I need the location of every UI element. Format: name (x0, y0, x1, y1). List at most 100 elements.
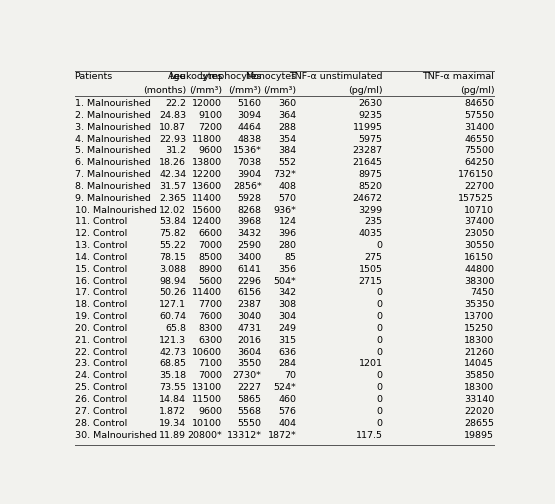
Text: 117.5: 117.5 (356, 430, 382, 439)
Text: 23. Control: 23. Control (74, 359, 127, 368)
Text: 1201: 1201 (359, 359, 382, 368)
Text: 7200: 7200 (198, 122, 222, 132)
Text: 7. Malnourished: 7. Malnourished (74, 170, 150, 179)
Text: 0: 0 (376, 348, 382, 357)
Text: 408: 408 (279, 182, 296, 191)
Text: 9235: 9235 (359, 111, 382, 120)
Text: 0: 0 (376, 241, 382, 250)
Text: 636: 636 (279, 348, 296, 357)
Text: 280: 280 (279, 241, 296, 250)
Text: 2730*: 2730* (233, 371, 261, 381)
Text: 5550: 5550 (238, 419, 261, 428)
Text: 2387: 2387 (238, 300, 261, 309)
Text: 17. Control: 17. Control (74, 288, 127, 297)
Text: 13100: 13100 (192, 383, 222, 392)
Text: 57550: 57550 (465, 111, 495, 120)
Text: 20. Control: 20. Control (74, 324, 127, 333)
Text: 1536*: 1536* (233, 146, 261, 155)
Text: 1872*: 1872* (268, 430, 296, 439)
Text: 18. Control: 18. Control (74, 300, 127, 309)
Text: 30550: 30550 (464, 241, 495, 250)
Text: 24.83: 24.83 (159, 111, 186, 120)
Text: (/mm³): (/mm³) (264, 86, 296, 95)
Text: 5160: 5160 (238, 99, 261, 108)
Text: 35350: 35350 (464, 300, 495, 309)
Text: 75.82: 75.82 (159, 229, 186, 238)
Text: 0: 0 (376, 336, 382, 345)
Text: 21260: 21260 (465, 348, 495, 357)
Text: 85: 85 (285, 253, 296, 262)
Text: 308: 308 (279, 300, 296, 309)
Text: 26. Control: 26. Control (74, 395, 127, 404)
Text: 65.8: 65.8 (165, 324, 186, 333)
Text: 84650: 84650 (465, 99, 495, 108)
Text: 0: 0 (376, 288, 382, 297)
Text: 5568: 5568 (238, 407, 261, 416)
Text: 3.088: 3.088 (159, 265, 186, 274)
Text: 13312*: 13312* (226, 430, 261, 439)
Text: 1.872: 1.872 (159, 407, 186, 416)
Text: 4838: 4838 (238, 135, 261, 144)
Text: Patients: Patients (74, 72, 113, 81)
Text: 31.57: 31.57 (159, 182, 186, 191)
Text: 25. Control: 25. Control (74, 383, 127, 392)
Text: 235: 235 (365, 217, 382, 226)
Text: 75500: 75500 (465, 146, 495, 155)
Text: 8300: 8300 (198, 324, 222, 333)
Text: 15250: 15250 (465, 324, 495, 333)
Text: 13700: 13700 (464, 312, 495, 321)
Text: 5975: 5975 (359, 135, 382, 144)
Text: 315: 315 (279, 336, 296, 345)
Text: 504*: 504* (274, 277, 296, 286)
Text: 18300: 18300 (464, 383, 495, 392)
Text: 27. Control: 27. Control (74, 407, 127, 416)
Text: 20800*: 20800* (188, 430, 222, 439)
Text: 2. Malnourished: 2. Malnourished (74, 111, 150, 120)
Text: 124: 124 (279, 217, 296, 226)
Text: 121.3: 121.3 (159, 336, 186, 345)
Text: 23050: 23050 (464, 229, 495, 238)
Text: 5. Malnourished: 5. Malnourished (74, 146, 150, 155)
Text: 2856*: 2856* (233, 182, 261, 191)
Text: 33140: 33140 (464, 395, 495, 404)
Text: 2296: 2296 (238, 277, 261, 286)
Text: 364: 364 (279, 111, 296, 120)
Text: 576: 576 (279, 407, 296, 416)
Text: 570: 570 (279, 194, 296, 203)
Text: 2016: 2016 (238, 336, 261, 345)
Text: 22020: 22020 (465, 407, 495, 416)
Text: 12200: 12200 (192, 170, 222, 179)
Text: 7000: 7000 (198, 371, 222, 381)
Text: 0: 0 (376, 300, 382, 309)
Text: 396: 396 (279, 229, 296, 238)
Text: 342: 342 (279, 288, 296, 297)
Text: 3. Malnourished: 3. Malnourished (74, 122, 150, 132)
Text: 7450: 7450 (470, 288, 495, 297)
Text: TNF-α unstimulated: TNF-α unstimulated (289, 72, 382, 81)
Text: 35850: 35850 (464, 371, 495, 381)
Text: 19. Control: 19. Control (74, 312, 127, 321)
Text: 30. Malnourished: 30. Malnourished (74, 430, 157, 439)
Text: 0: 0 (376, 383, 382, 392)
Text: (/mm³): (/mm³) (189, 86, 222, 95)
Text: 284: 284 (279, 359, 296, 368)
Text: 10.87: 10.87 (159, 122, 186, 132)
Text: 4035: 4035 (359, 229, 382, 238)
Text: 3550: 3550 (238, 359, 261, 368)
Text: 18.26: 18.26 (159, 158, 186, 167)
Text: 3400: 3400 (238, 253, 261, 262)
Text: 3604: 3604 (238, 348, 261, 357)
Text: 55.22: 55.22 (159, 241, 186, 250)
Text: 15. Control: 15. Control (74, 265, 127, 274)
Text: 11800: 11800 (192, 135, 222, 144)
Text: (pg/ml): (pg/ml) (460, 86, 495, 95)
Text: 3432: 3432 (238, 229, 261, 238)
Text: 16. Control: 16. Control (74, 277, 127, 286)
Text: 78.15: 78.15 (159, 253, 186, 262)
Text: 23287: 23287 (352, 146, 382, 155)
Text: 11400: 11400 (192, 288, 222, 297)
Text: 0: 0 (376, 371, 382, 381)
Text: 8520: 8520 (359, 182, 382, 191)
Text: 12.02: 12.02 (159, 206, 186, 215)
Text: 3094: 3094 (238, 111, 261, 120)
